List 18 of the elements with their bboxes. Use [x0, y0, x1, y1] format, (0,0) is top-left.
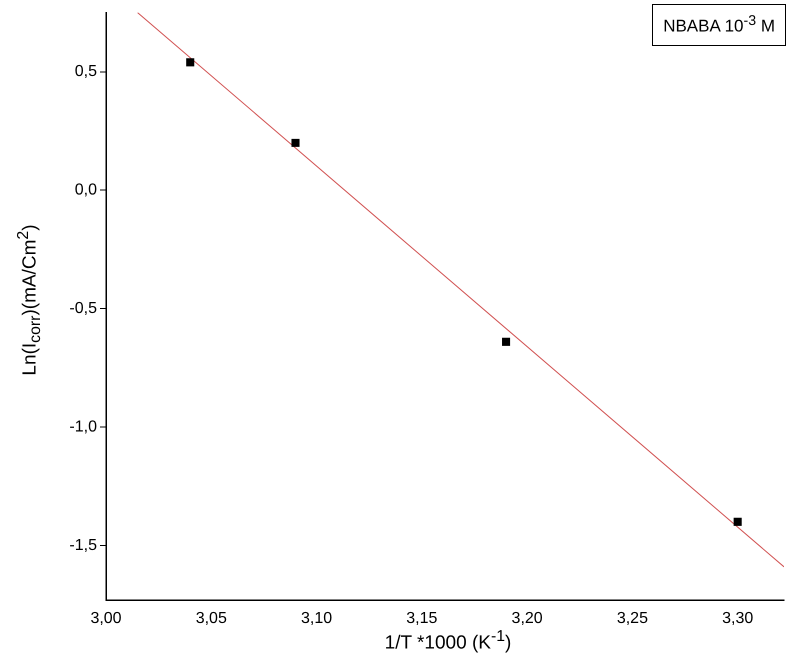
point [502, 338, 510, 346]
x-tick-label: 3,20 [512, 610, 543, 628]
y-tick-label: -1,5 [69, 536, 98, 554]
x-tick-label: 3,05 [196, 610, 227, 628]
x-tick-label: 3,15 [406, 610, 438, 628]
y-tick-label: -0,5 [69, 300, 98, 318]
x-tick-label: 3,00 [90, 610, 122, 628]
x-tick-label: 3,25 [616, 610, 648, 628]
point [734, 518, 742, 526]
x-axis-title: 1/T *1000 (K$^{-1}$) [384, 628, 512, 654]
legend-title: NBABA 10$^{-3}$ M [652, 4, 786, 46]
x-tick-label: 3,10 [300, 610, 332, 628]
y-tick-label: -1,0 [69, 418, 98, 436]
x-tick-label: 3,30 [722, 610, 754, 628]
point [291, 138, 300, 147]
point [186, 58, 194, 66]
y-tick-label: 0,5 [74, 63, 98, 80]
y-tick-label: 0,0 [74, 182, 98, 199]
